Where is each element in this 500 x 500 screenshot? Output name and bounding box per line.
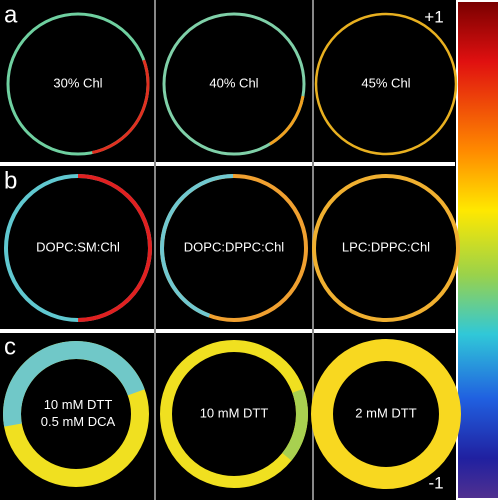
column-separator xyxy=(154,0,156,500)
panel-label: DOPC:DPPC:Chl xyxy=(184,239,285,254)
panel-label: 45% Chl xyxy=(361,75,410,90)
row-separator xyxy=(0,329,455,333)
ring-segment xyxy=(162,12,306,156)
ring xyxy=(311,339,461,489)
rings-a xyxy=(6,12,458,156)
panel-label: 2 mM DTT xyxy=(355,405,416,420)
ring-segment xyxy=(160,340,308,488)
panel-label: LPC:DPPC:Chl xyxy=(342,239,430,254)
labels: a 30% Chl 40% Chl 45% Chl b DOPC:SM:Chl DOPC:D… xyxy=(4,1,444,492)
panel-letter: a xyxy=(4,1,18,28)
row-separator xyxy=(0,162,455,166)
panel-letter: b xyxy=(4,167,17,194)
ring xyxy=(312,174,460,322)
panel-label: 30% Chl xyxy=(53,75,102,90)
panel-letter: c xyxy=(4,333,16,360)
rings-b xyxy=(4,174,460,322)
ring-segment xyxy=(4,174,152,322)
colorbar-min: -1 xyxy=(428,473,443,492)
colorbar xyxy=(458,2,498,498)
panel-label: DOPC:SM:Chl xyxy=(36,239,120,254)
panel-label: 10 mM DTT xyxy=(44,397,113,412)
ring xyxy=(314,12,458,156)
ring xyxy=(162,12,306,156)
ring-segment xyxy=(159,174,308,322)
rings-c xyxy=(3,339,461,489)
colorbar-max: +1 xyxy=(424,7,443,26)
panel-label: 0.5 mM DCA xyxy=(41,414,116,429)
panel-label: 40% Chl xyxy=(209,75,258,90)
ring-segment xyxy=(6,12,150,156)
panel-label: 10 mM DTT xyxy=(200,405,269,420)
ring-segment xyxy=(3,340,149,487)
